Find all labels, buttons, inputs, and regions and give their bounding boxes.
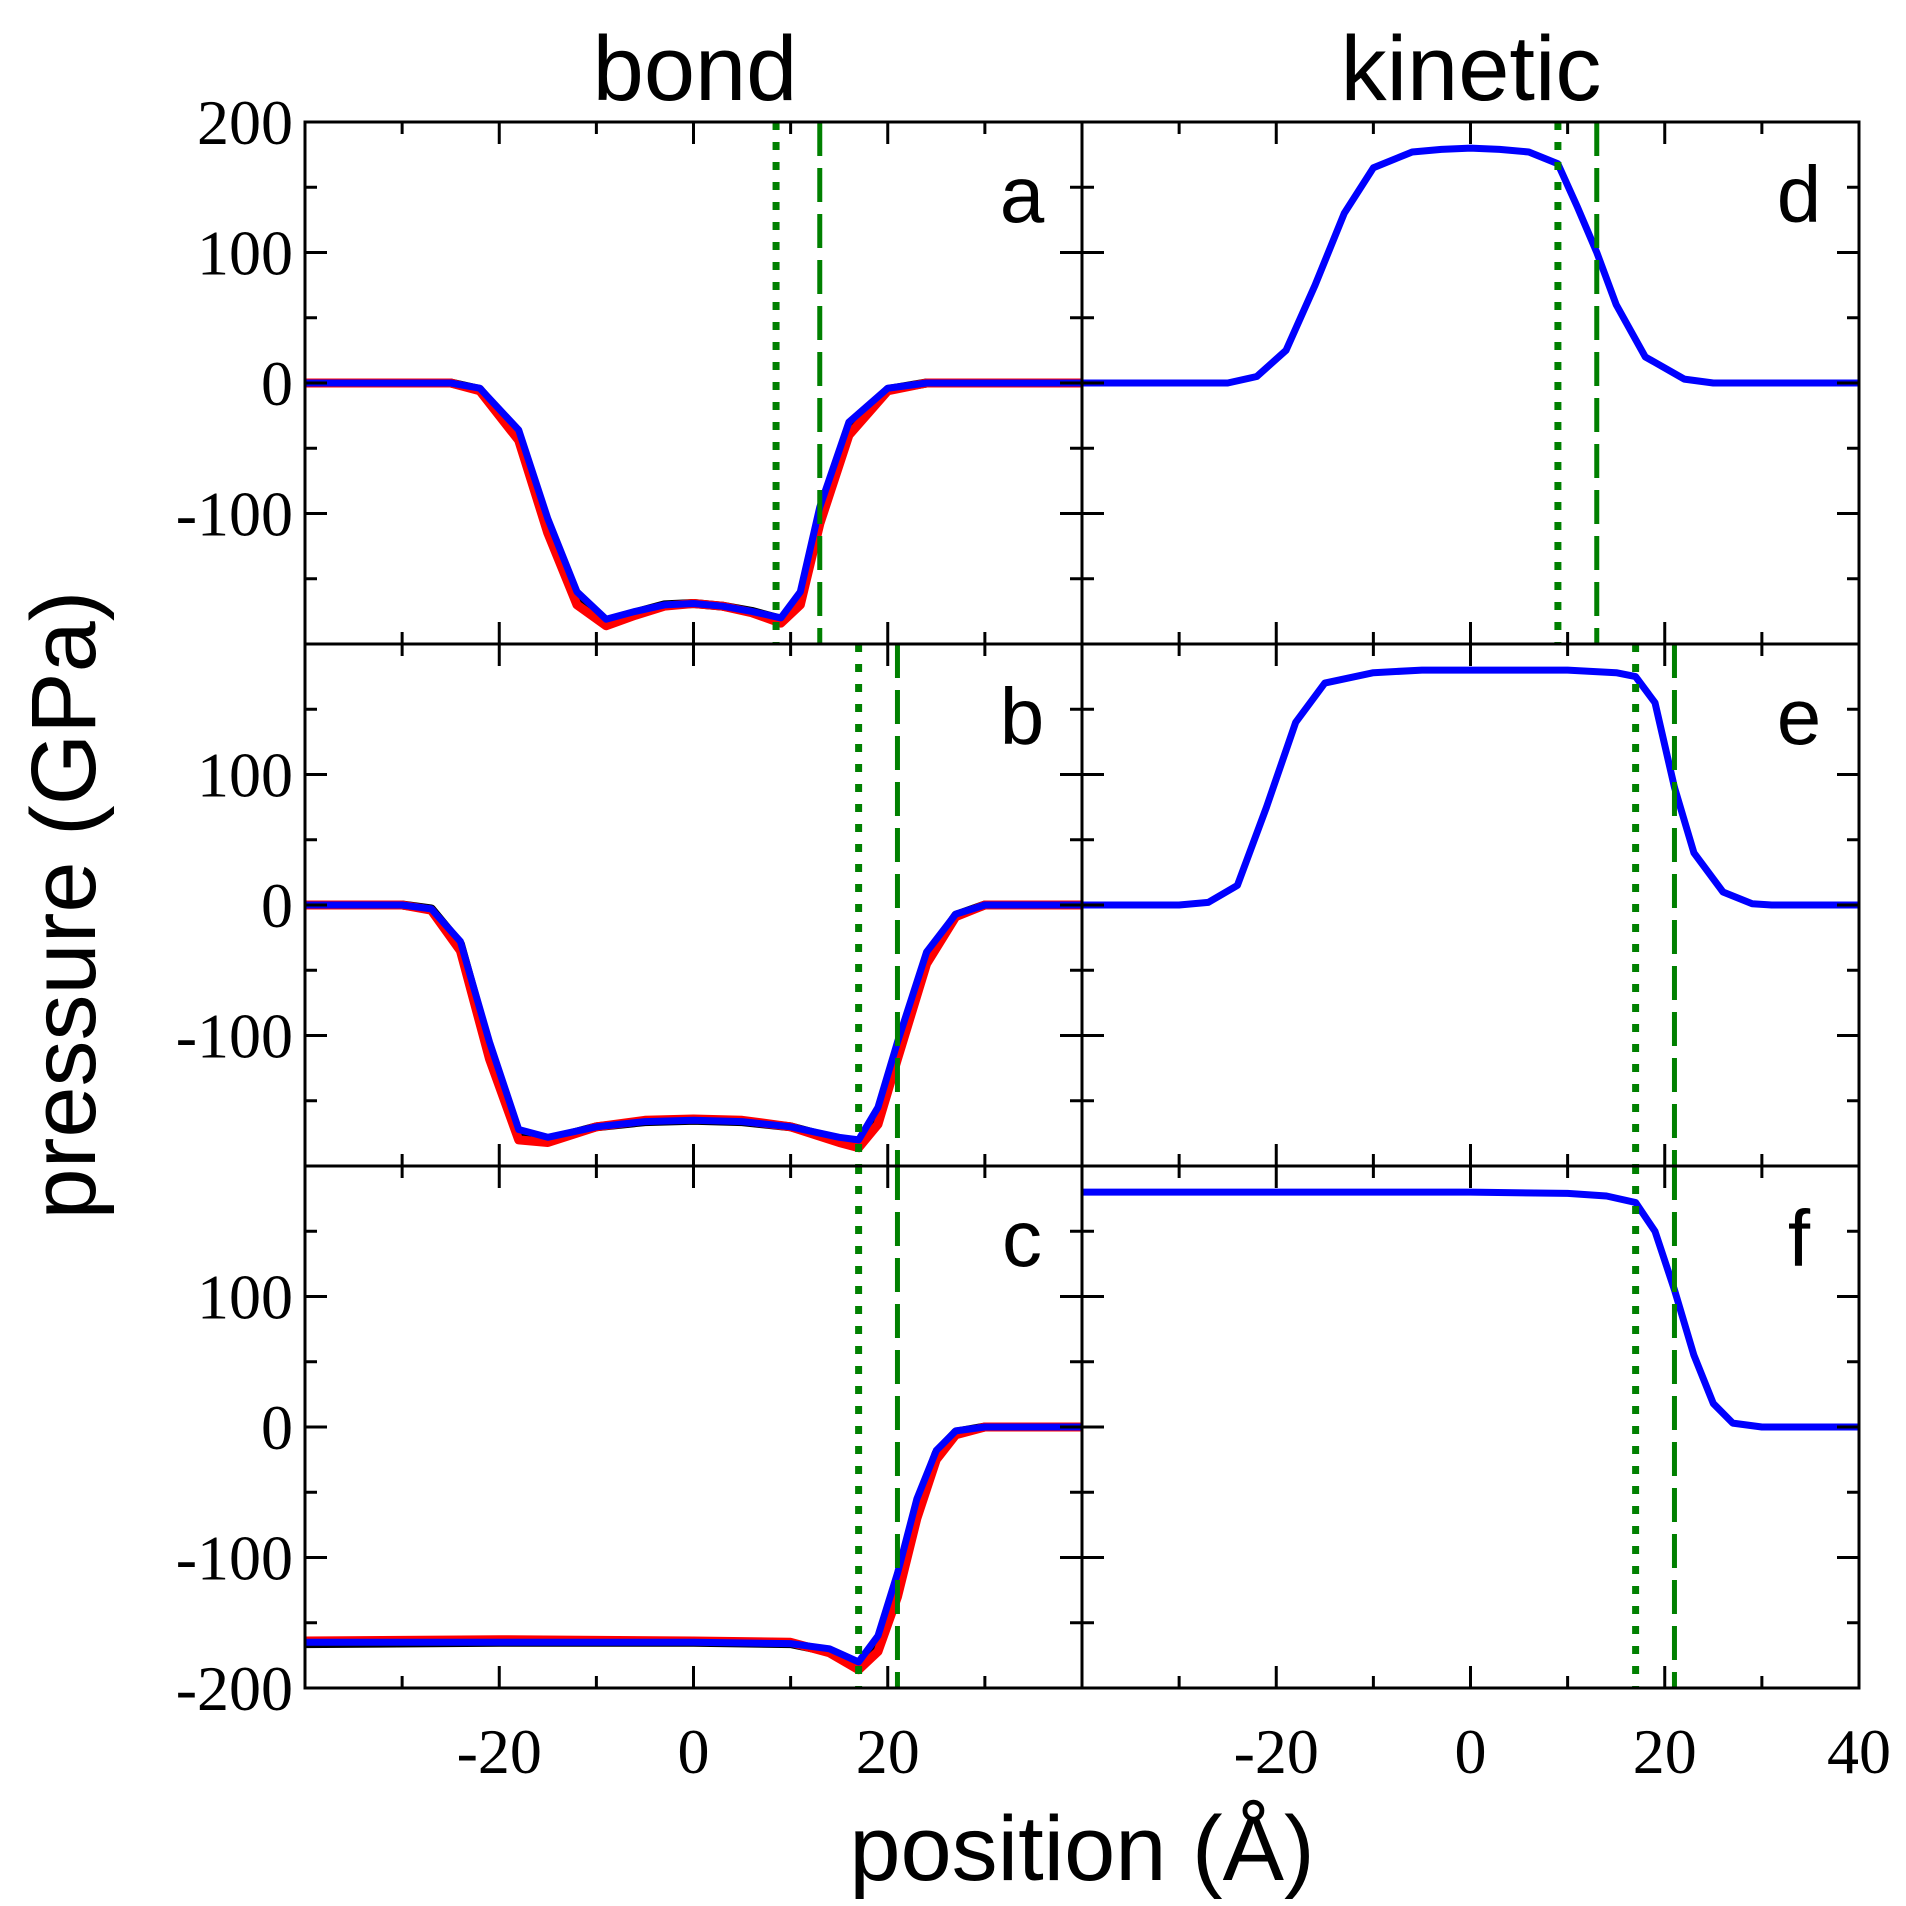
panel-letter: c xyxy=(1002,1194,1042,1283)
y-tick-label: -100 xyxy=(176,1001,293,1072)
panel-a: 200 100 0 -100 a xyxy=(176,87,1084,646)
column-title-bond: bond xyxy=(593,18,798,120)
series-line-blue xyxy=(305,1423,1082,1666)
x-tick-label: 0 xyxy=(1455,1716,1487,1787)
panel-d: d xyxy=(1080,120,1861,646)
series-line-blue xyxy=(305,901,1082,1144)
y-tick-label: -200 xyxy=(176,1653,293,1724)
panel-letter: b xyxy=(1000,672,1045,761)
y-tick-label: 100 xyxy=(197,740,293,811)
x-tick-label: 0 xyxy=(678,1716,710,1787)
x-tick-label: 40 xyxy=(1827,1716,1891,1787)
series-line-blue xyxy=(1082,144,1859,387)
panel-series-group xyxy=(1082,144,1859,387)
panel-c: 100 0 -100 -200 c xyxy=(176,1164,1084,1724)
series-line-blue xyxy=(305,379,1082,623)
x-tick-label: 20 xyxy=(856,1716,920,1787)
series-line-blue xyxy=(1082,1188,1859,1431)
series-line-red xyxy=(305,1422,1082,1675)
series-line-blue xyxy=(1082,666,1859,909)
y-tick-label: -100 xyxy=(176,479,293,550)
panel-f: f xyxy=(1080,1164,1861,1690)
series-line-black xyxy=(305,900,1082,1147)
series-line-red xyxy=(305,900,1082,1153)
x-tick-label: 20 xyxy=(1633,1716,1697,1787)
panel-series-group xyxy=(1082,666,1859,909)
series-line-black xyxy=(305,1422,1082,1669)
panel-series-group xyxy=(305,378,1082,631)
panels-grid: 2001000-100a1000-100b1000-100-200cdef-20… xyxy=(176,87,1891,1787)
panel-series-group xyxy=(305,1422,1082,1675)
column-title-kinetic: kinetic xyxy=(1341,18,1602,120)
y-tick-label: 100 xyxy=(197,1262,293,1333)
y-tick-label: 0 xyxy=(261,348,293,419)
x-axis-title: position (Å) xyxy=(849,1798,1314,1900)
x-tick-label: -20 xyxy=(457,1716,542,1787)
panel-series-group xyxy=(305,900,1082,1153)
panel-series-group xyxy=(1082,1188,1859,1431)
y-tick-label: -100 xyxy=(176,1523,293,1594)
y-tick-label: 200 xyxy=(197,87,293,158)
panel-letter: e xyxy=(1777,672,1822,761)
panel-e: e xyxy=(1080,642,1861,1168)
y-tick-label: 0 xyxy=(261,870,293,941)
panel-b: 100 0 -100 b xyxy=(176,642,1084,1168)
x-tick-label: -20 xyxy=(1234,1716,1319,1787)
y-tick-label: 0 xyxy=(261,1392,293,1463)
panel-letter: f xyxy=(1788,1194,1811,1283)
y-tick-label: 100 xyxy=(197,218,293,289)
series-line-black xyxy=(305,378,1082,627)
y-axis-title: pressure (GPa) xyxy=(13,591,115,1220)
panel-letter: a xyxy=(1000,150,1045,239)
panel-letter: d xyxy=(1777,150,1822,239)
series-line-red xyxy=(305,378,1082,631)
